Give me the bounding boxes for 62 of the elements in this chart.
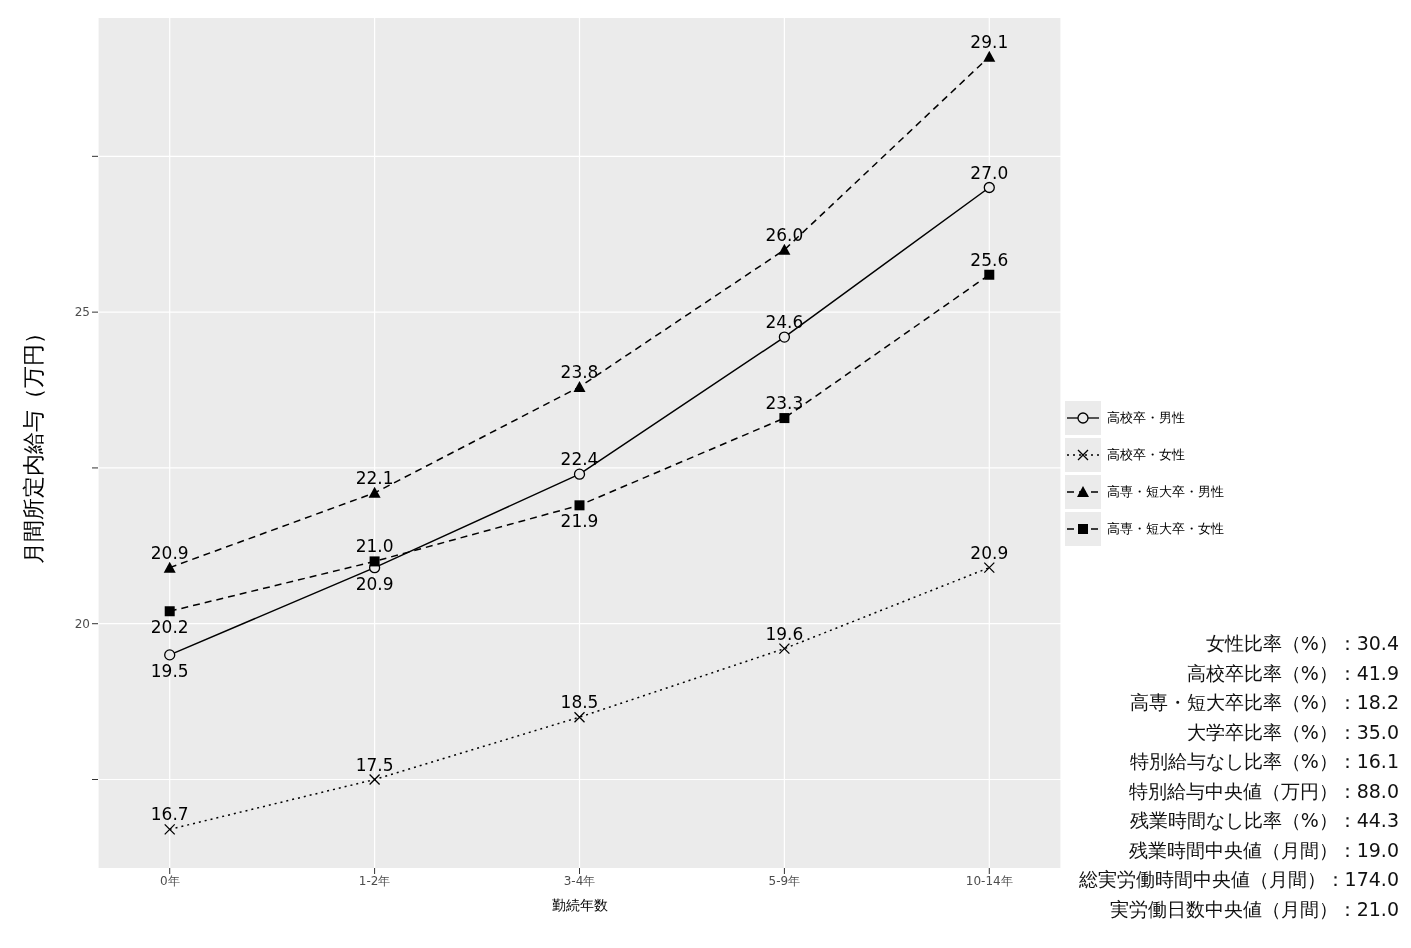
point — [368, 486, 381, 498]
y-axis-title: 月間所定内給与（万円） — [20, 322, 46, 564]
data-label: 27.0 — [970, 162, 1009, 183]
point — [983, 50, 996, 62]
text: 女性比率（%）：30.4 — [1204, 631, 1399, 656]
point — [164, 606, 175, 617]
legend-label: 高校卒・男性 — [1107, 408, 1185, 427]
legend-label: 高専・短大卒・女性 — [1107, 519, 1224, 538]
point — [778, 331, 791, 343]
point — [778, 643, 791, 655]
data-label: 22.1 — [355, 467, 394, 488]
data-label: 24.6 — [765, 312, 804, 333]
data-label: 20.9 — [970, 542, 1009, 563]
text: 高校卒比率（%）：41.9 — [1185, 660, 1399, 686]
data-label: 25.6 — [970, 249, 1009, 270]
data-label: 20.2 — [150, 617, 189, 638]
legend-label: 高校卒・女性 — [1107, 445, 1185, 464]
point — [573, 468, 586, 480]
data-label: 17.5 — [355, 754, 394, 775]
point — [778, 243, 791, 255]
text: 高専・短大卒比率（%）：18.2 — [1128, 690, 1399, 715]
data-label: 26.0 — [765, 224, 804, 245]
text: 残業時間中央値（月間）：19.0 — [1127, 837, 1399, 863]
data-label: 23.8 — [560, 361, 599, 382]
text: 実労働日数中央値（月間）：21.0 — [1108, 896, 1399, 922]
point — [368, 773, 381, 786]
x-axis-title: 勤続年数 — [551, 897, 608, 913]
data-label: 20.9 — [355, 573, 394, 594]
point — [163, 561, 176, 573]
x-tick-label: 0年 — [159, 873, 180, 888]
point — [983, 561, 995, 574]
x-tick-label: 10-14年 — [965, 873, 1013, 888]
data-label: 21.0 — [355, 536, 394, 557]
data-label: 21.9 — [560, 511, 599, 532]
data-label: 18.5 — [560, 692, 599, 713]
x-tick-label: 5-9年 — [768, 873, 801, 888]
legend-label: 高専・短大卒・男性 — [1107, 482, 1224, 501]
data-label: 19.6 — [765, 623, 804, 644]
data-label: 23.3 — [765, 393, 804, 414]
data-label: 16.7 — [150, 804, 189, 825]
x-tick-label: 1-2年 — [358, 873, 391, 888]
data-label: 20.9 — [150, 542, 189, 563]
text: 総実労働時間中央値（月間）：174.0 — [1078, 867, 1399, 892]
point — [573, 711, 586, 723]
point — [164, 823, 176, 836]
point — [574, 500, 585, 511]
data-label: 19.5 — [150, 660, 189, 681]
y-tick-label: 20 — [74, 616, 90, 631]
point — [779, 413, 790, 424]
text: 特別給与中央値（万円）：88.0 — [1127, 778, 1399, 804]
text: 大学卒比率（%）：35.0 — [1185, 719, 1399, 745]
text: 特別給与なし比率（%）：16.1 — [1128, 749, 1399, 774]
data-label: 29.1 — [970, 31, 1009, 52]
point — [164, 649, 176, 661]
y-tick-label: 25 — [74, 305, 90, 320]
point — [573, 380, 586, 392]
x-tick-label: 3-4年 — [563, 873, 596, 888]
point — [369, 556, 380, 567]
point — [983, 181, 995, 194]
text: 残業時間なし比率（%）：44.3 — [1128, 808, 1399, 833]
data-label: 22.4 — [560, 449, 599, 470]
point — [984, 269, 995, 280]
